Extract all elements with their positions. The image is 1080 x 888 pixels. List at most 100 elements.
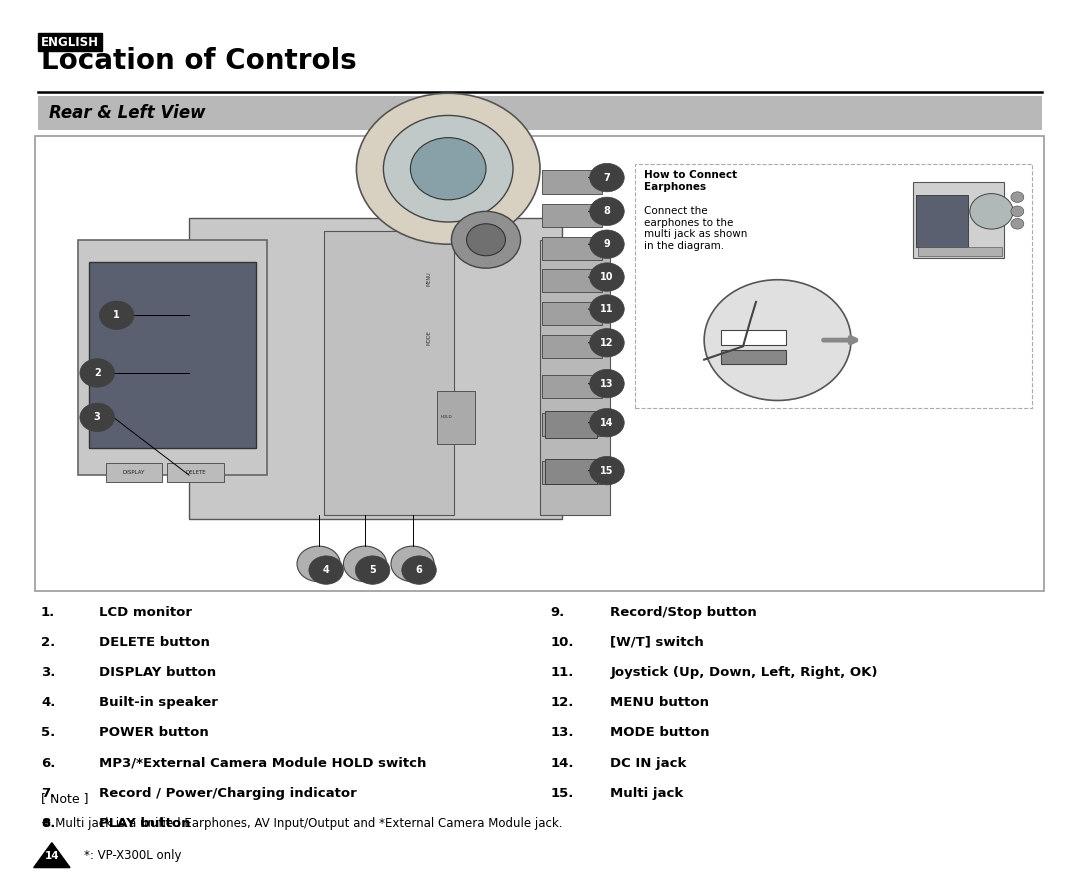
Text: MODE: MODE xyxy=(427,330,432,345)
Text: PLAY button: PLAY button xyxy=(99,817,191,830)
Circle shape xyxy=(451,211,521,268)
Circle shape xyxy=(590,369,624,398)
Text: 3: 3 xyxy=(94,412,100,423)
Bar xyxy=(542,204,602,227)
Text: 12.: 12. xyxy=(551,696,575,710)
Bar xyxy=(542,335,602,358)
Circle shape xyxy=(590,295,624,323)
Text: 7.: 7. xyxy=(41,787,55,800)
Circle shape xyxy=(80,403,114,432)
Circle shape xyxy=(590,263,624,291)
Bar xyxy=(189,218,562,519)
Bar xyxy=(38,96,1042,130)
Circle shape xyxy=(80,359,114,387)
Text: Location of Controls: Location of Controls xyxy=(41,47,356,75)
Text: 14.: 14. xyxy=(551,757,575,770)
Text: 1: 1 xyxy=(113,310,120,321)
Text: 15.: 15. xyxy=(551,787,575,800)
Text: 9: 9 xyxy=(604,239,610,250)
Bar xyxy=(918,247,1002,256)
Text: 12: 12 xyxy=(600,337,613,348)
Bar xyxy=(540,240,610,515)
Text: MODE button: MODE button xyxy=(610,726,710,740)
Text: HOLD: HOLD xyxy=(441,416,453,419)
Circle shape xyxy=(1011,206,1024,217)
Circle shape xyxy=(356,93,540,244)
Bar xyxy=(542,269,602,292)
Text: DELETE: DELETE xyxy=(185,470,206,475)
Bar xyxy=(106,463,162,482)
Circle shape xyxy=(590,163,624,192)
Text: 5.: 5. xyxy=(41,726,55,740)
Text: 13: 13 xyxy=(600,378,613,389)
Circle shape xyxy=(970,194,1013,229)
Text: 2: 2 xyxy=(94,368,100,378)
Circle shape xyxy=(1011,192,1024,202)
Bar xyxy=(35,136,1044,591)
Bar xyxy=(542,170,602,194)
Bar xyxy=(437,391,475,444)
Polygon shape xyxy=(33,843,70,868)
Text: 1.: 1. xyxy=(41,606,55,619)
Bar xyxy=(324,231,454,515)
Bar xyxy=(545,459,597,484)
Text: How to Connect
Earphones: How to Connect Earphones xyxy=(644,170,737,192)
Bar xyxy=(542,302,602,325)
Bar xyxy=(913,182,1004,258)
Text: 10: 10 xyxy=(600,272,613,282)
Bar xyxy=(89,262,256,448)
Text: 10.: 10. xyxy=(551,636,575,649)
Text: 4.: 4. xyxy=(41,696,55,710)
Bar xyxy=(721,330,786,345)
Text: 13.: 13. xyxy=(551,726,575,740)
Text: [W/T] switch: [W/T] switch xyxy=(610,636,704,649)
Bar xyxy=(721,350,786,364)
Circle shape xyxy=(383,115,513,222)
Text: Built-in speaker: Built-in speaker xyxy=(99,696,218,710)
Circle shape xyxy=(343,546,387,582)
Text: 5: 5 xyxy=(369,565,376,575)
Bar xyxy=(545,411,597,438)
Text: 7: 7 xyxy=(604,172,610,183)
Text: 11: 11 xyxy=(600,304,613,314)
Text: Joystick (Up, Down, Left, Right, OK): Joystick (Up, Down, Left, Right, OK) xyxy=(610,666,878,679)
Text: MENU button: MENU button xyxy=(610,696,710,710)
Circle shape xyxy=(590,329,624,357)
Circle shape xyxy=(402,556,436,584)
Circle shape xyxy=(590,230,624,258)
Text: 2.: 2. xyxy=(41,636,55,649)
Text: Multi jack: Multi jack xyxy=(610,787,684,800)
Text: DC IN jack: DC IN jack xyxy=(610,757,687,770)
Text: 11.: 11. xyxy=(551,666,575,679)
Text: 8: 8 xyxy=(604,206,610,217)
Text: DELETE button: DELETE button xyxy=(99,636,211,649)
Circle shape xyxy=(467,224,505,256)
Text: 9.: 9. xyxy=(551,606,565,619)
Bar xyxy=(916,195,968,247)
Text: POWER button: POWER button xyxy=(99,726,210,740)
Circle shape xyxy=(1011,218,1024,229)
Bar xyxy=(78,240,267,475)
Text: 14: 14 xyxy=(600,417,613,428)
Text: 3.: 3. xyxy=(41,666,55,679)
Text: 6.: 6. xyxy=(41,757,55,770)
Text: 4: 4 xyxy=(323,565,329,575)
Circle shape xyxy=(410,138,486,200)
Text: [ Note ]: [ Note ] xyxy=(41,792,89,805)
Text: ENGLISH: ENGLISH xyxy=(41,36,99,49)
Bar xyxy=(542,237,602,260)
Bar xyxy=(167,463,224,482)
Text: Connect the
earphones to the
multi jack as shown
in the diagram.: Connect the earphones to the multi jack … xyxy=(644,206,747,250)
Bar xyxy=(542,461,602,484)
Text: *: VP-X300L only: *: VP-X300L only xyxy=(84,849,181,861)
Text: Record / Power/Charging indicator: Record / Power/Charging indicator xyxy=(99,787,357,800)
Text: DISPLAY: DISPLAY xyxy=(123,470,145,475)
Text: DISPLAY button: DISPLAY button xyxy=(99,666,216,679)
Text: LCD monitor: LCD monitor xyxy=(99,606,192,619)
Circle shape xyxy=(99,301,134,329)
Circle shape xyxy=(391,546,434,582)
Text: 15: 15 xyxy=(600,465,613,476)
Circle shape xyxy=(704,280,851,400)
Circle shape xyxy=(355,556,390,584)
Bar xyxy=(542,413,602,436)
